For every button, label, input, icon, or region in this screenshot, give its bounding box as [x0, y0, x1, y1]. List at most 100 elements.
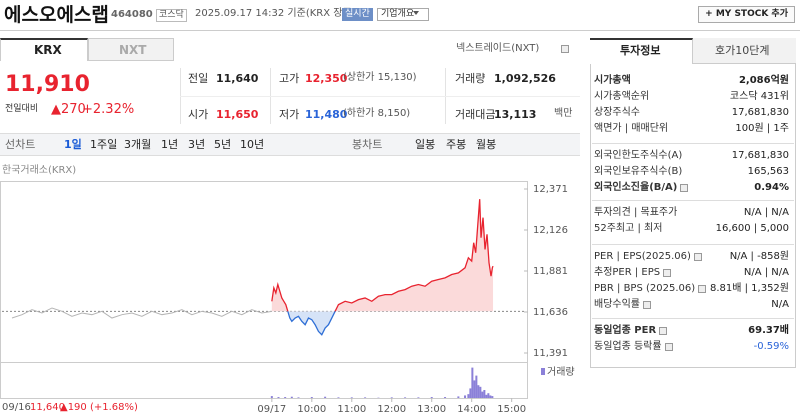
volume-bar [469, 388, 472, 398]
prev-date: 09/16 [2, 402, 31, 413]
line-above [271, 199, 494, 312]
info-tab-label[interactable]: 호가10단계 [715, 44, 770, 57]
volume-bar [390, 397, 393, 398]
period-option[interactable]: 일봉 [415, 138, 436, 151]
chart-type[interactable]: 봉차트 [352, 138, 383, 151]
info-divider [592, 318, 794, 319]
mystock-button[interactable]: + MY STOCK 추가 [698, 6, 795, 23]
info-value: N/A | N/A [743, 267, 789, 278]
x-tick-label: 14:00 [457, 404, 486, 415]
legend-label: 거래량 [547, 366, 575, 378]
period-option[interactable]: 1일 [64, 138, 82, 151]
help-icon[interactable] [561, 45, 569, 53]
quote-label: 시가 [188, 108, 209, 121]
help-icon[interactable] [663, 269, 672, 277]
y-tick-label: 11,881 [533, 266, 568, 277]
volume-bar [297, 397, 300, 398]
y-tick-label: 12,126 [533, 225, 568, 236]
period-option[interactable]: 10년 [240, 138, 265, 151]
chart-type[interactable]: 선차트 [5, 138, 36, 151]
help-icon[interactable] [643, 301, 651, 309]
period-option[interactable]: 3년 [188, 138, 206, 151]
volume-bar [473, 380, 476, 398]
quote-label: 전일 [188, 72, 209, 85]
info-value: N/A | -858원 [729, 251, 789, 262]
krx-tab-label[interactable]: KRX [34, 43, 62, 57]
info-label: 상장주식수 [594, 107, 640, 118]
period-option[interactable]: 1주일 [90, 138, 118, 151]
volume-bar [430, 397, 433, 398]
legend-swatch [541, 368, 545, 375]
info-tab-label[interactable]: 투자정보 [620, 44, 661, 57]
volume-bar [290, 396, 293, 398]
info-value: -0.59% [753, 341, 789, 352]
volume-bar [491, 396, 494, 398]
x-tick-label: 13:00 [417, 404, 446, 415]
period-bar [0, 133, 580, 156]
quote-time: 2025.09.17 14:32 기준(KRX 장중) [195, 8, 356, 19]
volume-bar [475, 375, 478, 398]
info-label: 시가총액순위 [594, 91, 650, 102]
quote-value: 11,480 [305, 108, 348, 121]
info-divider [592, 200, 794, 201]
nxt-link[interactable]: 넥스트레이드(NXT) [456, 43, 540, 54]
volume-bar [444, 397, 447, 398]
info-label: 액면가 | 매매단위 [594, 123, 669, 134]
volume-bar [489, 395, 492, 398]
x-tick-label: 12:00 [377, 404, 406, 415]
company-button[interactable]: 기업개요 [377, 8, 430, 21]
info-value: 0.94% [754, 182, 789, 193]
volume-bar [471, 367, 474, 398]
chart-source: 한국거래소(KRX) [2, 165, 77, 176]
info-tab-active[interactable] [590, 38, 693, 64]
info-tab[interactable] [693, 38, 796, 64]
info-value: 69.37배 [748, 325, 789, 336]
help-icon[interactable] [693, 253, 702, 261]
info-label: PER | EPS(2025.06) [594, 251, 691, 262]
prev-close: 11,640 [30, 402, 65, 413]
info-value: 100원 | 1주 [735, 123, 789, 134]
volume-bar [270, 396, 273, 398]
volume-bar [350, 397, 353, 398]
krx-tab[interactable] [0, 38, 88, 61]
volume-bar [310, 397, 313, 398]
price: 11,910 [5, 72, 90, 97]
info-label: 외국인소진율(B/A) [594, 182, 678, 193]
change-label: 전일대비 [5, 104, 39, 114]
period-option[interactable]: 5년 [214, 138, 232, 151]
quote-rule [180, 96, 580, 97]
volume-bar [337, 397, 340, 398]
nxt-tab[interactable] [88, 38, 174, 61]
volume-bar [485, 394, 488, 398]
help-icon[interactable] [698, 285, 707, 293]
help-icon[interactable] [680, 184, 689, 192]
info-label: 배당수익률 [594, 299, 640, 310]
volume-bar [417, 397, 420, 398]
info-value: 8.81배 | 1,352원 [709, 283, 789, 294]
quote-value: 1,092,526 [494, 72, 556, 85]
volume-bar [481, 391, 484, 398]
volume-bar [277, 397, 280, 398]
info-label: PBR | BPS (2025.06) [594, 283, 696, 294]
info-value: 165,563 [747, 166, 789, 177]
y-tick-label: 11,391 [533, 348, 568, 359]
change: ▲270 [51, 102, 86, 117]
y-tick-label: 12,371 [533, 184, 568, 195]
nxt-tab-label[interactable]: NXT [119, 43, 147, 57]
realtime-badge[interactable]: 실시간 [342, 8, 373, 21]
help-icon[interactable] [659, 327, 668, 335]
info-value: 17,681,830 [731, 150, 789, 161]
volume-bar [487, 393, 490, 398]
period-option[interactable]: 1년 [161, 138, 179, 151]
x-tick-label: 10:00 [297, 404, 326, 415]
period-option[interactable]: 월봉 [476, 138, 497, 151]
info-value: 17,681,830 [731, 107, 789, 118]
chart-frame [0, 181, 528, 399]
info-label: 동일업종 등락률 [594, 341, 662, 352]
period-option[interactable]: 3개월 [124, 138, 152, 151]
change-rate: +2.32% [82, 102, 135, 117]
quote-value: 12,350 [305, 72, 348, 85]
info-value: 2,086억원 [738, 75, 789, 86]
help-icon[interactable] [664, 343, 673, 351]
period-option[interactable]: 주봉 [446, 138, 467, 151]
